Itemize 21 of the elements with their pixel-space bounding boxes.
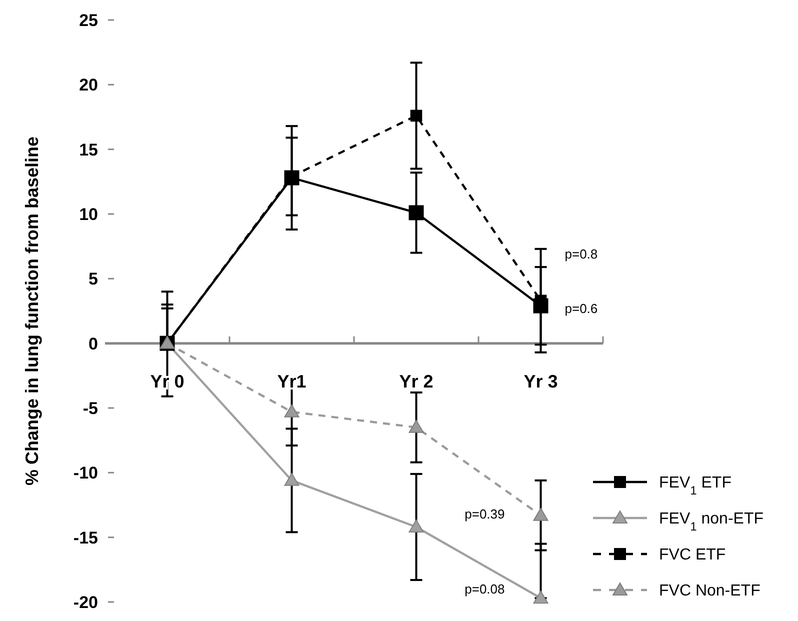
y-tick-label: 5	[88, 270, 98, 289]
y-tick-label: 15	[79, 140, 98, 160]
legend-label: FEV$_{1}$ ETF	[659, 474, 732, 498]
y-tick-label: 0	[88, 334, 98, 354]
annotation: p=0.08	[464, 582, 505, 597]
y-tick-label: -5	[82, 398, 98, 418]
legend-label: FVC Non-ETF	[659, 582, 761, 600]
y-tick-label: 25	[79, 10, 98, 30]
annotation: p=0.8	[564, 246, 598, 262]
annotation: p=0.39	[464, 506, 505, 522]
y-axis-title: % Change in lung function from baseline	[22, 136, 42, 486]
y-tick-label: -10	[73, 464, 98, 483]
legend-label: FEV$_{1}$ non-ETF	[659, 510, 764, 534]
y-tick-label: -20	[73, 592, 98, 612]
y-tick-label: -15	[73, 528, 98, 548]
annotation: p=0.6	[564, 300, 598, 316]
x-tick-label: Yr 3	[524, 371, 558, 392]
x-tick-label: Yr 2	[399, 371, 434, 392]
y-tick-label: 20	[79, 76, 98, 95]
y-tick-label: 10	[79, 204, 98, 224]
legend-label: FVC ETF	[659, 546, 726, 564]
